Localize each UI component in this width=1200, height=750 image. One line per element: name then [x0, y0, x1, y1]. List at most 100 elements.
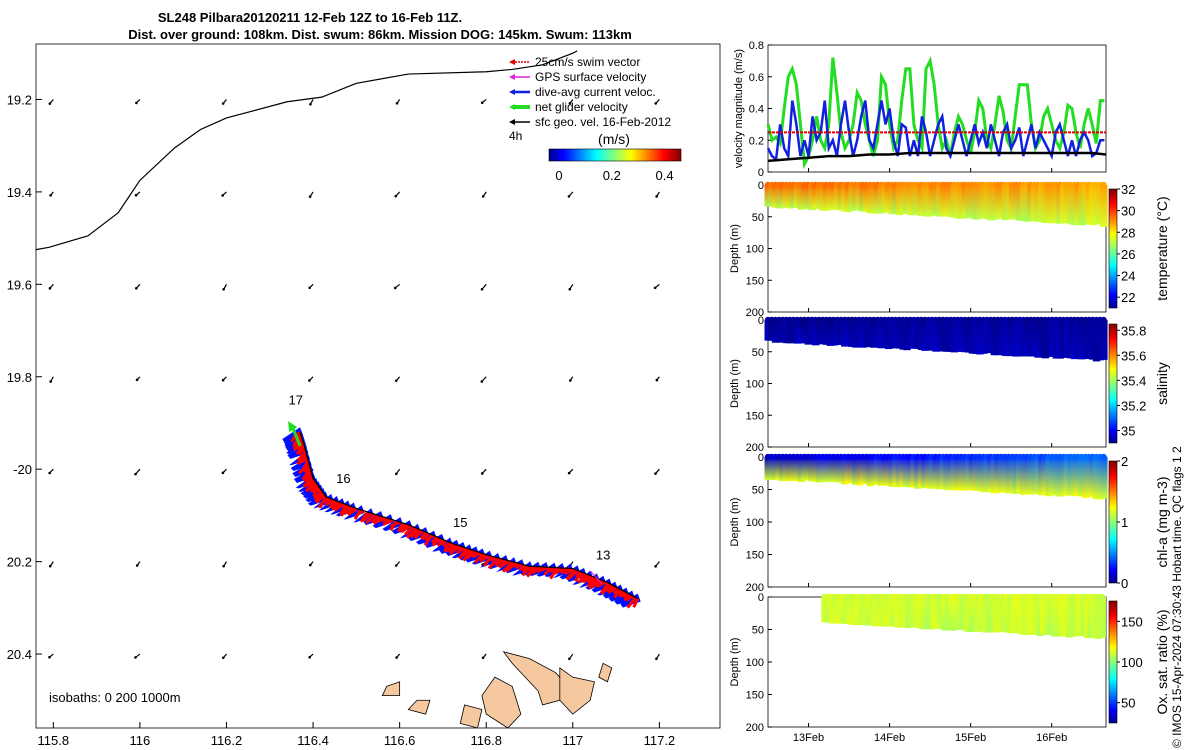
chla-y-tick-label: 0	[758, 452, 764, 464]
chart-title-line1: SL248 Pilbara20120211 12-Feb 12Z to 16-F…	[157, 10, 463, 25]
geo-velocity-arrowhead	[135, 378, 139, 382]
geo-velocity-arrowhead	[308, 655, 311, 659]
swim-vector	[296, 450, 308, 462]
geo-velocity-arrowhead	[135, 101, 138, 105]
salinity-profile-cast	[1100, 320, 1108, 360]
swim-vector	[521, 564, 529, 573]
map-y-tick-label: 19.6	[7, 277, 32, 292]
swim-vector	[482, 555, 493, 567]
swim-vector	[494, 557, 502, 567]
swim-vector	[382, 518, 394, 526]
swim-vector	[565, 568, 577, 581]
colorbar-tick-label: 0.2	[603, 168, 621, 183]
island-land	[559, 667, 595, 715]
geo-velocity-arrowhead	[568, 657, 571, 661]
oxygen-colorbar	[1108, 600, 1118, 724]
map-y-tick-label: 19.8	[7, 370, 32, 385]
swim-vector	[574, 570, 582, 582]
track-day-label: 16	[336, 471, 350, 486]
temperature-y-tick-label: 100	[746, 244, 764, 256]
swim-vector	[353, 509, 362, 520]
salinity-colorbar-tick-label: 35.4	[1121, 373, 1146, 388]
geo-velocity-arrowhead	[568, 101, 572, 105]
temperature-profile-cast	[1100, 185, 1108, 227]
chla-colorbar-tick-label: 1	[1121, 515, 1128, 530]
temperature-colorbar-tick-label: 26	[1121, 247, 1135, 262]
swim-vector	[471, 551, 482, 559]
swim-vector	[586, 576, 598, 588]
swim-vector	[501, 560, 514, 573]
swim-vector	[302, 475, 314, 488]
temperature-surface-point	[1100, 181, 1107, 189]
swim-vector	[331, 500, 340, 511]
velocity-y-tick-label: 0	[758, 167, 764, 179]
swim-vector	[536, 565, 547, 574]
map-x-tick-label: 116.2	[211, 733, 243, 748]
legend-swatch-head	[509, 89, 515, 95]
velocity-colorbar	[548, 148, 682, 162]
swim-vector	[400, 524, 412, 534]
swim-vector	[365, 513, 377, 525]
swim-vector	[318, 495, 328, 509]
swim-vector	[613, 587, 621, 599]
swim-vector	[588, 577, 600, 590]
legend-item-label: GPS surface velocity	[535, 70, 646, 84]
chla-surface-point	[1100, 453, 1107, 461]
legend-item-label: sfc geo. vel. 16-Feb-2012	[535, 115, 671, 129]
geo-velocity-arrowhead	[567, 471, 571, 475]
swim-vector	[479, 554, 490, 563]
swim-vector	[440, 539, 448, 546]
geo-velocity-arrowhead	[394, 194, 398, 198]
swim-vector	[608, 585, 616, 593]
geo-velocity-arrowhead	[308, 563, 312, 567]
geo-velocity-arrowhead	[393, 286, 397, 290]
oxygen-y-tick-label: 100	[746, 657, 764, 669]
swim-vector	[347, 507, 358, 517]
swim-vector	[308, 482, 318, 491]
salinity-y-tick-label: 100	[746, 379, 764, 391]
swim-vector	[487, 556, 499, 570]
geo-velocity-arrowhead	[654, 102, 658, 105]
geo-velocity-arrowhead	[655, 657, 658, 661]
swim-vector	[304, 480, 317, 493]
island-land	[481, 676, 522, 728]
swim-vector	[430, 536, 439, 544]
colorbar-tick-label: 0.4	[656, 168, 674, 183]
salinity-colorbar-tick-label: 35	[1121, 423, 1135, 438]
chla-y-tick-label: 100	[746, 517, 764, 529]
geo-velocity-arrowhead	[480, 287, 484, 291]
swim-vector	[543, 566, 553, 576]
legend-item-label: dive-avg current veloc.	[535, 85, 656, 99]
swim-vector	[372, 515, 384, 525]
geo-velocity-arrowhead	[221, 378, 225, 382]
island-land	[598, 662, 613, 683]
salinity-y-tick-label: 0	[758, 315, 764, 327]
map-y-tick-label: 19.2	[7, 92, 32, 107]
geo-velocity-arrowhead	[654, 565, 657, 568]
salinity-colorbar-label: salinity	[1154, 362, 1170, 405]
geo-velocity-arrowhead	[655, 378, 659, 382]
velocity-series-line	[767, 151, 1107, 163]
oxygen-colorbar-tick-label: 50	[1121, 696, 1135, 711]
velocity-y-tick-label: 0.6	[749, 72, 764, 84]
swim-vector	[505, 561, 517, 573]
salinity-y-label: Depth (m)	[729, 359, 741, 408]
map-x-tick-label: 117	[562, 733, 583, 748]
chla-colorbar	[1108, 460, 1118, 584]
swim-vector	[398, 522, 405, 530]
swim-vector	[624, 593, 631, 600]
swim-vector	[466, 549, 475, 559]
island-land	[459, 704, 483, 728]
swim-vector	[448, 544, 461, 556]
swim-vector	[436, 538, 445, 547]
swim-vector	[456, 546, 466, 555]
swim-vector	[409, 528, 421, 539]
swim-vector	[518, 563, 526, 572]
map-y-tick-label: -20	[13, 462, 32, 477]
temperature-y-label: Depth (m)	[729, 224, 741, 273]
track-day-label: 17	[289, 392, 303, 407]
time-x-tick-label: 16Feb	[1036, 732, 1067, 744]
temperature-y-tick-label: 50	[752, 212, 764, 224]
salinity-colorbar-tick-label: 35.6	[1121, 348, 1146, 363]
